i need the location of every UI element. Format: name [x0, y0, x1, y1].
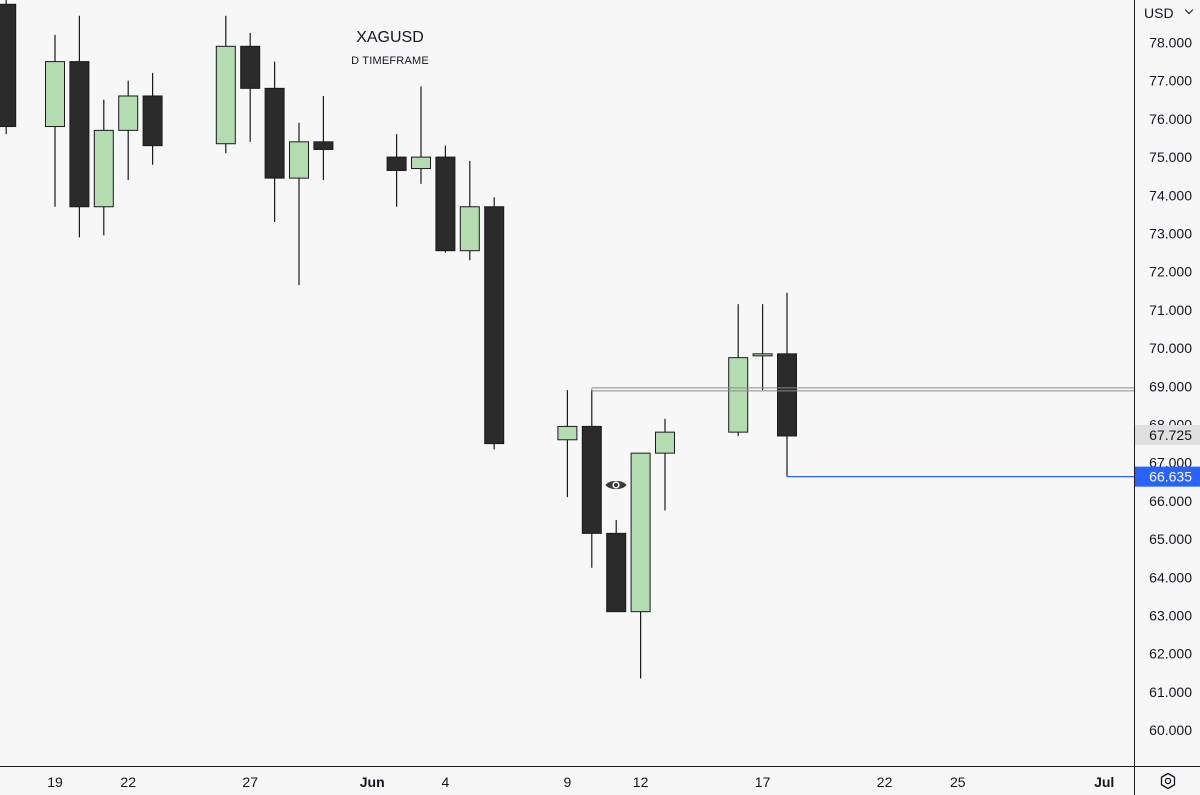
candle: [0, 0, 17, 135]
candle-body-bullish: [93, 129, 114, 208]
candle-body-bullish: [630, 452, 651, 613]
y-tick-label: 76.000: [1149, 111, 1192, 127]
candle: [435, 145, 456, 253]
x-tick-label: Jun: [360, 774, 385, 790]
x-tick-label: 19: [47, 774, 63, 790]
candle: [606, 520, 627, 613]
x-tick-label: 9: [564, 774, 572, 790]
gear-icon: [1160, 772, 1176, 789]
chevron-down-icon: [1184, 5, 1194, 15]
candle-body-bullish: [411, 156, 431, 170]
candle: [118, 80, 139, 181]
candle-body-bearish: [777, 353, 797, 437]
candle-body-bullish: [215, 45, 236, 145]
price-label: 67.725: [1149, 427, 1192, 443]
y-tick-label: 74.000: [1149, 187, 1192, 203]
x-tick-label: 25: [950, 774, 966, 790]
y-tick-label: 71.000: [1149, 302, 1192, 318]
y-tick-label: 69.000: [1149, 378, 1192, 394]
candle: [752, 304, 773, 391]
candle: [630, 452, 651, 679]
candle: [215, 15, 236, 154]
price-label-box: [1135, 425, 1200, 446]
candle: [459, 160, 480, 261]
candle: [411, 86, 431, 184]
candle-body-bullish: [118, 95, 139, 131]
candle-body-bearish: [435, 156, 456, 252]
x-tick-label: 12: [633, 774, 649, 790]
y-tick-label: 70.000: [1149, 340, 1192, 356]
candle: [45, 34, 65, 207]
candle: [581, 390, 602, 568]
candle: [484, 197, 505, 450]
candle-body-bearish: [69, 61, 90, 208]
y-tick-label: 64.000: [1149, 569, 1192, 585]
candle: [289, 122, 309, 286]
candle-body-bearish: [142, 95, 163, 147]
x-tick-label: 27: [242, 774, 258, 790]
candle-body-bearish: [386, 156, 407, 171]
candle: [728, 304, 749, 436]
candle-body-bearish: [0, 3, 17, 128]
y-tick-label: 62.000: [1149, 646, 1192, 662]
x-tick-label: 4: [442, 774, 450, 790]
y-tick-label: 78.000: [1149, 35, 1192, 51]
y-tick-label: 75.000: [1149, 149, 1192, 165]
price-label: 66.635: [1149, 469, 1192, 485]
candle-body-bullish: [45, 61, 65, 128]
chart-subtitle: D TIMEFRAME: [351, 55, 429, 67]
time-axis[interactable]: [0, 766, 1134, 795]
candle: [93, 99, 114, 236]
candle-body-bearish: [264, 87, 285, 179]
x-tick-label: 22: [877, 774, 893, 790]
price-label-box: [1135, 466, 1200, 487]
candle-body-bullish: [289, 141, 309, 179]
candle-body-bearish: [313, 141, 334, 150]
candle-body-bullish: [752, 353, 773, 357]
candle-body-bullish: [557, 425, 578, 441]
x-tick-label: Jul: [1094, 774, 1114, 790]
y-tick-label: 77.000: [1149, 73, 1192, 89]
candle-body-bearish: [240, 45, 261, 89]
candle-body-bullish: [728, 357, 749, 433]
chart-title: XAGUSD: [356, 29, 424, 46]
candle-body-bearish: [484, 206, 505, 445]
candle: [386, 134, 407, 207]
candle: [557, 390, 578, 498]
y-tick-label: 66.000: [1149, 493, 1192, 509]
candle: [142, 73, 163, 165]
candle: [69, 15, 90, 238]
candle: [313, 95, 334, 181]
currency-label: USD: [1144, 5, 1174, 21]
y-tick-label: 73.000: [1149, 226, 1192, 242]
price-axis[interactable]: [1134, 0, 1200, 795]
plot-background: [0, 0, 1134, 766]
candle: [777, 292, 797, 477]
y-tick-label: 72.000: [1149, 264, 1192, 280]
candle-body-bullish: [459, 206, 480, 252]
candle-body-bullish: [655, 431, 675, 454]
candle: [264, 61, 285, 223]
x-tick-label: 22: [120, 774, 136, 790]
candle-body-bearish: [606, 532, 627, 613]
candle: [655, 418, 675, 511]
y-tick-label: 60.000: [1149, 722, 1192, 738]
y-tick-label: 63.000: [1149, 608, 1192, 624]
y-tick-label: 61.000: [1149, 684, 1192, 700]
currency-select[interactable]: USD: [1136, 0, 1200, 26]
y-tick-label: 65.000: [1149, 531, 1192, 547]
settings-button[interactable]: [1136, 766, 1200, 795]
candle: [240, 32, 261, 142]
eye-icon[interactable]: [604, 477, 628, 498]
candle-body-bearish: [581, 425, 602, 534]
x-tick-label: 17: [755, 774, 771, 790]
